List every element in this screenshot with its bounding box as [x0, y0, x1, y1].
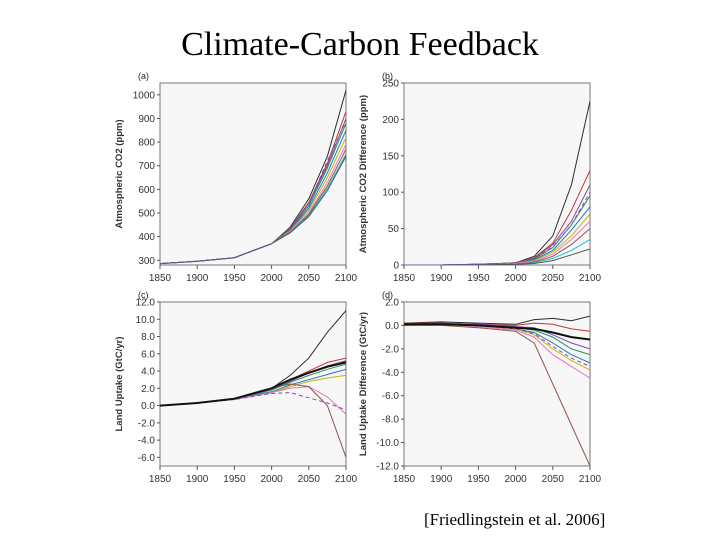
x-tick-label: 2100: [335, 273, 358, 284]
y-tick-label: 900: [138, 114, 155, 125]
y-tick-label: 10.0: [136, 315, 156, 326]
y-tick-label: 12.0: [136, 298, 156, 309]
y-tick-label: -2.0: [138, 418, 156, 429]
y-tick-label: 400: [138, 232, 155, 243]
y-tick-label: -6.0: [138, 453, 156, 464]
citation: [Friedlingstein et al. 2006]: [424, 510, 606, 529]
series-line-10: [160, 361, 346, 407]
y-tick-label: 8.0: [141, 332, 155, 343]
x-tick-label: 2100: [335, 474, 358, 485]
x-tick-label: 2050: [298, 474, 321, 485]
panel-label: (a): [138, 71, 149, 81]
x-tick-label: 1850: [149, 273, 172, 284]
x-tick-label: 1900: [430, 273, 453, 284]
x-tick-label: 2050: [542, 474, 565, 485]
x-tick-label: 1850: [393, 474, 416, 485]
panel-label: (c): [138, 290, 149, 300]
y-tick-label: 300: [138, 256, 155, 267]
y-tick-label: -4.0: [382, 368, 400, 379]
y-tick-label: 100: [382, 188, 399, 199]
series-line-11: [404, 191, 590, 265]
x-tick-label: 2050: [542, 273, 565, 284]
x-tick-label: 1950: [467, 474, 490, 485]
y-tick-label: -2.0: [382, 344, 400, 355]
slide-title: Climate-Carbon Feedback: [181, 26, 539, 63]
x-tick-label: 2000: [260, 273, 283, 284]
plot-frame: [159, 301, 347, 467]
x-tick-label: 1900: [186, 474, 209, 485]
x-tick-label: 1850: [393, 273, 416, 284]
plot-frame: [403, 82, 591, 266]
series-line-3: [404, 322, 590, 350]
panel-label: (b): [382, 71, 393, 81]
x-tick-label: 1950: [467, 273, 490, 284]
panel-label: (d): [382, 290, 393, 300]
series-line-11: [160, 120, 346, 265]
y-axis-label: Atmospheric CO2 (ppm): [114, 119, 125, 228]
y-tick-label: 0.0: [141, 401, 155, 412]
x-tick-label: 1950: [223, 474, 246, 485]
x-tick-label: 1850: [149, 474, 172, 485]
y-tick-label: 600: [138, 185, 155, 196]
y-tick-label: 700: [138, 161, 155, 172]
y-tick-label: 250: [382, 79, 399, 90]
plot-frame: [159, 82, 347, 266]
series-line-7: [404, 220, 590, 265]
y-tick-label: 50: [388, 224, 400, 235]
series-line-1: [404, 315, 590, 325]
y-tick-label: 200: [382, 115, 399, 126]
series-line-8: [404, 324, 590, 466]
y-tick-label: 2.0: [141, 384, 155, 395]
y-tick-label: -4.0: [138, 436, 156, 447]
x-tick-label: 1900: [186, 273, 209, 284]
x-tick-label: 2000: [504, 273, 527, 284]
y-tick-label: 6.0: [141, 349, 155, 360]
y-tick-label: -6.0: [382, 391, 400, 402]
y-tick-label: 0: [393, 261, 399, 272]
x-tick-label: 2100: [579, 474, 602, 485]
y-tick-label: 800: [138, 138, 155, 149]
y-axis-label: Land Uptake (GtC/yr): [114, 336, 125, 431]
x-tick-label: 1900: [430, 474, 453, 485]
y-tick-label: -10.0: [376, 438, 399, 449]
series-line-10: [404, 323, 590, 341]
x-tick-label: 2000: [260, 474, 283, 485]
y-tick-label: 4.0: [141, 367, 155, 378]
y-tick-label: -8.0: [382, 415, 400, 426]
x-tick-label: 2100: [579, 273, 602, 284]
panel-4: (d) 1850 1900 1950 2000 2050 2100 -12.0 -10.0 -8.…: [358, 290, 602, 485]
series-line-10: [404, 248, 590, 265]
x-tick-label: 1950: [223, 273, 246, 284]
y-tick-label: 0.0: [385, 321, 399, 332]
y-axis-label: Atmospheric CO2 Difference (ppm): [358, 95, 369, 253]
panel-3: (c) 1850 1900 1950 2000 2050 2100 -6.0 -4.0 -2.0 0…: [114, 290, 358, 485]
y-tick-label: 500: [138, 209, 155, 220]
y-tick-label: 150: [382, 151, 399, 162]
x-tick-label: 2000: [504, 474, 527, 485]
y-tick-label: 2.0: [385, 298, 399, 309]
x-tick-label: 2050: [298, 273, 321, 284]
panel-1: (a) 1850 1900 1950 2000 2050 2100 300 400 500 600 7…: [114, 71, 358, 284]
y-tick-label: -12.0: [376, 462, 399, 473]
y-tick-label: 1000: [133, 90, 156, 101]
y-axis-label: Land Uptake Difference (GtC/yr): [358, 312, 369, 456]
panel-2: (b) 1850 1900 1950 2000 2050 2100 0 50 100 150 200 2…: [358, 71, 602, 284]
